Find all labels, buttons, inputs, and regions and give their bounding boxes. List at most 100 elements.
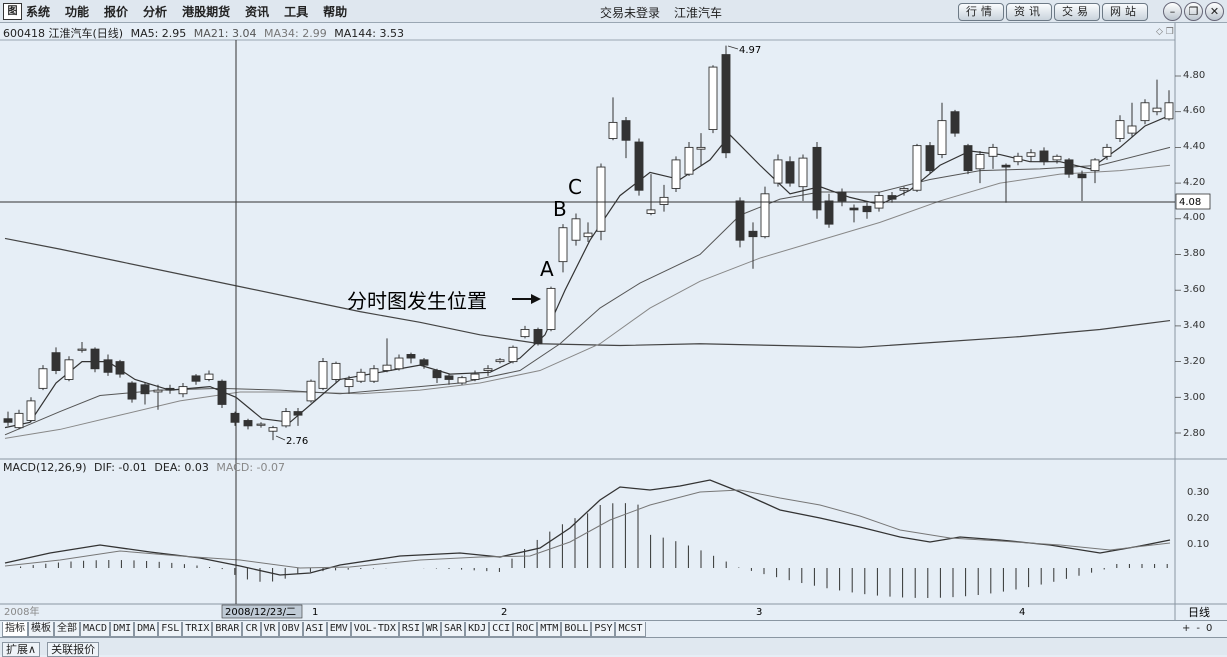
candle xyxy=(127,382,137,400)
candle xyxy=(38,368,48,389)
candle xyxy=(1013,155,1023,163)
tab-boll[interactable]: BOLL xyxy=(561,622,592,637)
candle xyxy=(457,377,467,384)
trade-button[interactable]: 交易 xyxy=(1054,3,1100,21)
cursor-date-label: 2008/12/23/二 xyxy=(225,607,296,618)
candle xyxy=(533,329,543,345)
menu-hk-futures[interactable]: 港股期货 xyxy=(182,5,231,19)
minimize-icon[interactable]: – xyxy=(1163,2,1182,21)
tab-macd[interactable]: MACD xyxy=(80,622,111,637)
tab-psy[interactable]: PSY xyxy=(591,622,616,637)
candle xyxy=(798,157,808,188)
macd-panel xyxy=(4,479,1171,598)
news-button[interactable]: 资讯 xyxy=(1006,3,1052,21)
main-menu: 系统 功能 报价 分析 港股期货 资讯 工具 帮助 xyxy=(26,3,362,20)
candle xyxy=(318,361,328,389)
menu-function[interactable]: 功能 xyxy=(65,5,90,19)
related-quotes-button[interactable]: 关联报价 xyxy=(47,642,100,657)
price-info-line: 600418 江淮汽车(日线) MA5: 2.95 MA21: 3.04 MA3… xyxy=(3,25,408,41)
tab-emv[interactable]: EMV xyxy=(326,622,351,637)
candle xyxy=(1001,164,1011,168)
macd-info-line: MACD(12,26,9) DIF: -0.01 DEA: 0.03 MACD:… xyxy=(3,461,289,474)
restore-icon[interactable]: ❐ xyxy=(1184,2,1203,21)
candle xyxy=(671,159,681,189)
candle xyxy=(963,145,973,172)
candle xyxy=(191,375,201,382)
tab-rsi[interactable]: RSI xyxy=(398,622,423,637)
tab-vr[interactable]: VR xyxy=(260,622,279,637)
tab-obv[interactable]: OBV xyxy=(278,622,303,637)
tab-指标[interactable]: 指标 xyxy=(2,622,28,637)
candle xyxy=(520,329,530,338)
candle xyxy=(596,166,606,232)
website-button[interactable]: 网站 xyxy=(1102,3,1148,21)
top-buttons: 行情 资讯 交易 网站 xyxy=(958,3,1148,21)
candle xyxy=(621,120,631,141)
tab-cci[interactable]: CCI xyxy=(489,622,514,637)
candle xyxy=(546,287,556,330)
tab-vol-tdx[interactable]: VOL-TDX xyxy=(350,622,399,637)
quote-button[interactable]: 行情 xyxy=(958,3,1004,21)
dea-value: DEA: 0.03 xyxy=(154,461,209,474)
ma144-value: MA144: 3.53 xyxy=(334,27,404,40)
macd-axis: 0.30 0.20 0.10 xyxy=(1187,487,1209,550)
tab-fsl[interactable]: FSL xyxy=(158,622,183,637)
bottom-bar: 扩展∧ 关联报价 xyxy=(0,637,1227,657)
menu-system[interactable]: 系统 xyxy=(26,5,51,19)
candle xyxy=(3,418,13,423)
tab-kdj[interactable]: KDJ xyxy=(465,622,490,637)
menu-tools[interactable]: 工具 xyxy=(284,5,309,19)
price-tick-420: 4.20 xyxy=(1183,177,1205,188)
menu-news[interactable]: 资讯 xyxy=(245,5,270,19)
candle xyxy=(165,387,175,391)
candle xyxy=(394,357,404,370)
tab-roc[interactable]: ROC xyxy=(513,622,538,637)
candle xyxy=(696,146,706,150)
tab-cr[interactable]: CR xyxy=(242,622,261,637)
window-controls: – ❐ ✕ xyxy=(1163,2,1224,21)
candle xyxy=(406,354,416,359)
remove-button[interactable]: - xyxy=(1196,623,1200,634)
label-c: C xyxy=(568,175,582,199)
tab-trix[interactable]: TRIX xyxy=(182,622,213,637)
menu-analysis[interactable]: 分析 xyxy=(143,5,168,19)
candle xyxy=(634,141,644,191)
candle xyxy=(975,154,985,170)
expand-button[interactable]: 扩展∧ xyxy=(2,642,41,657)
add-button[interactable]: + xyxy=(1182,623,1191,634)
close-icon[interactable]: ✕ xyxy=(1205,2,1224,21)
panel-options-icon: ◇ ❐ xyxy=(1156,27,1174,37)
reset-button[interactable]: 0 xyxy=(1206,623,1213,634)
candle xyxy=(153,389,163,393)
candle xyxy=(77,348,87,351)
tab-sar[interactable]: SAR xyxy=(441,622,466,637)
candle xyxy=(230,412,240,423)
tab-mcst[interactable]: MCST xyxy=(615,622,646,637)
macd-value: MACD: -0.07 xyxy=(216,461,285,474)
menu-quote[interactable]: 报价 xyxy=(104,5,129,19)
month-4-label: 4 xyxy=(1019,607,1025,618)
tab-全部[interactable]: 全部 xyxy=(54,622,80,637)
tab-asi[interactable]: ASI xyxy=(302,622,327,637)
app-logo-icon: 图 xyxy=(3,3,22,20)
tab-模板[interactable]: 模板 xyxy=(28,622,54,637)
candle xyxy=(925,145,935,172)
tab-dma[interactable]: DMA xyxy=(134,622,159,637)
tab-mtm[interactable]: MTM xyxy=(537,622,562,637)
tab-wr[interactable]: WR xyxy=(422,622,442,637)
candle xyxy=(1026,152,1036,157)
candle xyxy=(659,196,669,205)
menu-help[interactable]: 帮助 xyxy=(323,5,348,19)
candles xyxy=(3,45,1174,441)
ma-line xyxy=(4,237,1171,348)
candle xyxy=(735,200,745,241)
candle xyxy=(571,218,581,241)
tab-dmi[interactable]: DMI xyxy=(110,622,135,637)
candle xyxy=(849,207,859,211)
tab-brar[interactable]: BRAR xyxy=(212,622,243,637)
candle xyxy=(760,193,770,238)
kline-chart[interactable]: 4.08 4.80 4.60 4.40 4.20 4.00 3.80 3.60 … xyxy=(0,0,1227,620)
candle xyxy=(988,146,998,157)
high-price-label: 4.97 xyxy=(739,45,761,56)
candle xyxy=(419,359,429,366)
